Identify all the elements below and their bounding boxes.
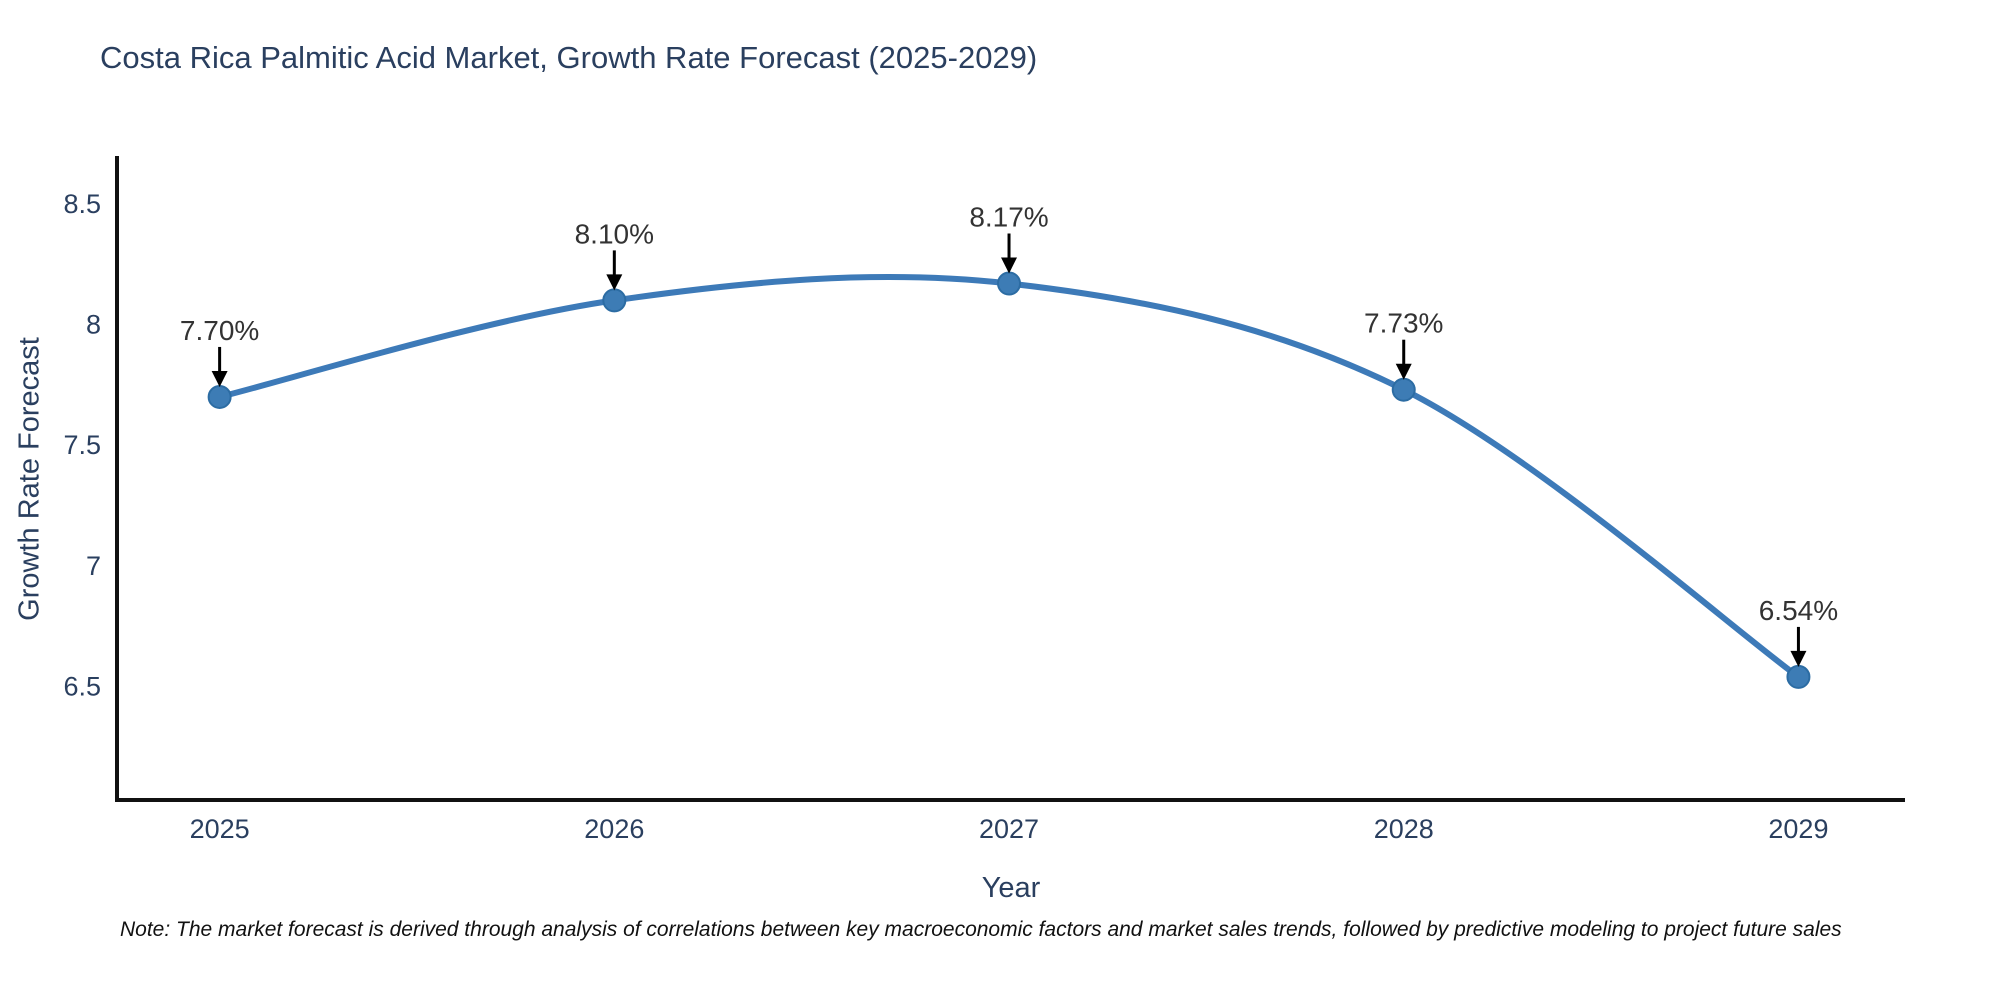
point-annotation-label: 7.73%: [1364, 308, 1443, 339]
point-annotation-label: 8.17%: [969, 202, 1048, 233]
x-tick-label: 2025: [190, 814, 250, 844]
annotation-arrowhead-icon: [1790, 650, 1807, 667]
x-tick-label: 2028: [1374, 814, 1434, 844]
chart-title: Costa Rica Palmitic Acid Market, Growth …: [100, 40, 1038, 75]
x-axis-title: Year: [981, 872, 1041, 904]
annotation-arrowhead-icon: [1001, 257, 1018, 274]
data-point-marker: [1391, 377, 1416, 402]
y-tick-label: 8.5: [63, 189, 101, 219]
data-point-marker: [207, 384, 232, 409]
data-point-marker: [1786, 664, 1811, 689]
annotation-arrowhead-icon: [211, 370, 228, 387]
data-point-marker: [602, 288, 627, 313]
annotation-arrowhead-icon: [606, 274, 623, 291]
annotation-arrowhead-icon: [1395, 363, 1412, 380]
data-point-marker: [997, 271, 1022, 296]
point-annotation-label: 6.54%: [1759, 595, 1838, 626]
point-annotation-label: 7.70%: [180, 315, 259, 346]
x-tick-label: 2029: [1768, 814, 1828, 844]
trend-line: [216, 274, 1802, 680]
x-tick-label: 2027: [979, 814, 1039, 844]
y-tick-label: 7: [86, 551, 101, 581]
x-tick-label: 2026: [584, 814, 644, 844]
point-annotation-label: 8.10%: [575, 218, 654, 249]
footnote: Note: The market forecast is derived thr…: [120, 918, 1842, 941]
y-tick-label: 8: [86, 310, 101, 340]
y-tick-label: 6.5: [63, 672, 101, 702]
y-tick-label: 7.5: [63, 430, 101, 460]
